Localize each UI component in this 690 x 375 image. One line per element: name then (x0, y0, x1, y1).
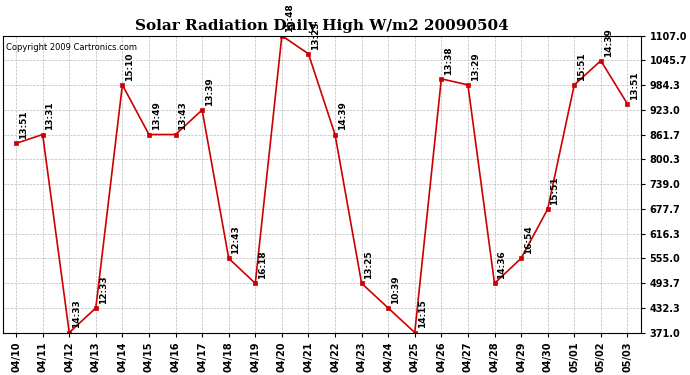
Text: 14:39: 14:39 (338, 102, 347, 130)
Text: 15:51: 15:51 (551, 176, 560, 205)
Text: 15:10: 15:10 (125, 52, 134, 81)
Text: 13:51: 13:51 (19, 111, 28, 139)
Text: 13:43: 13:43 (178, 102, 187, 130)
Text: Copyright 2009 Cartronics.com: Copyright 2009 Cartronics.com (6, 43, 137, 52)
Text: 13:38: 13:38 (444, 46, 453, 75)
Text: 13:39: 13:39 (205, 77, 214, 106)
Text: 13:29: 13:29 (471, 52, 480, 81)
Text: 16:54: 16:54 (524, 225, 533, 254)
Text: 13:25: 13:25 (364, 251, 373, 279)
Text: 13:51: 13:51 (630, 71, 639, 100)
Title: Solar Radiation Daily High W/m2 20090504: Solar Radiation Daily High W/m2 20090504 (135, 19, 509, 33)
Text: 10:39: 10:39 (391, 275, 400, 304)
Text: 16:18: 16:18 (258, 251, 267, 279)
Text: 14:36: 14:36 (497, 251, 506, 279)
Text: 12:33: 12:33 (99, 275, 108, 304)
Text: 12:43: 12:43 (231, 225, 241, 254)
Text: 13:49: 13:49 (152, 102, 161, 130)
Text: 13:23: 13:23 (311, 21, 320, 50)
Text: 13:31: 13:31 (46, 102, 55, 130)
Text: 15:51: 15:51 (577, 52, 586, 81)
Text: 15:48: 15:48 (285, 3, 294, 32)
Text: 14:39: 14:39 (604, 28, 613, 57)
Text: 14:15: 14:15 (417, 300, 426, 328)
Text: 14:33: 14:33 (72, 300, 81, 328)
